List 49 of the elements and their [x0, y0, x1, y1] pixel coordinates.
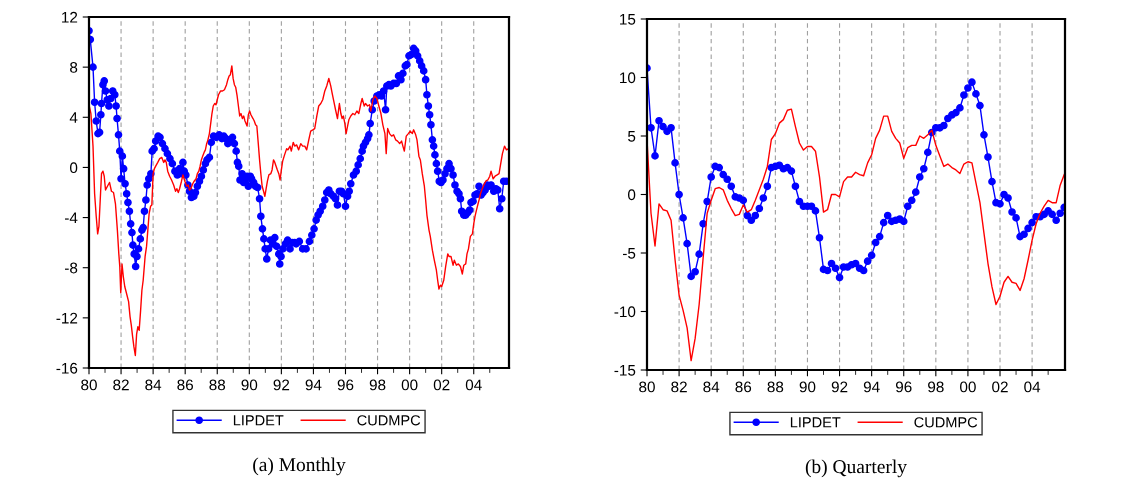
x-tick-label: 88 — [767, 381, 784, 393]
x-tick-label: 02 — [992, 381, 1008, 393]
x-tick-label: 98 — [369, 379, 386, 391]
x-tick-label: 82 — [113, 379, 129, 391]
x-tick-label: 00 — [960, 381, 976, 393]
y-tick-label: 5 — [628, 131, 636, 142]
y-tick-label: -15 — [614, 365, 636, 376]
x-tick-label: 88 — [209, 379, 226, 391]
x-tick-label: 04 — [1024, 381, 1041, 393]
x-tick-label: 04 — [465, 379, 482, 391]
x-tick-label: 98 — [928, 381, 944, 393]
legend-label: CUDMPC — [357, 415, 421, 426]
line-series — [89, 65, 509, 357]
x-tick-label: 86 — [177, 379, 194, 391]
y-tick-label: -5 — [622, 248, 636, 259]
x-tick-label: 86 — [735, 381, 752, 393]
legend-label: LIPDET — [790, 417, 841, 428]
y-tick-label: 10 — [620, 72, 636, 84]
x-tick-label: 90 — [241, 379, 258, 391]
y-tick-label: 0 — [69, 162, 78, 174]
y-tick-label: -12 — [56, 312, 78, 324]
line-series — [647, 108, 1065, 362]
x-tick-label: 80 — [639, 381, 655, 393]
x-tick-label: 94 — [863, 381, 880, 393]
x-tick-label: 00 — [401, 379, 418, 391]
x-tick-label: 96 — [895, 381, 912, 393]
x-tick-label: 80 — [81, 379, 97, 391]
y-tick-label: -16 — [56, 362, 78, 374]
y-tick-label: 0 — [627, 189, 636, 201]
x-tick-label: 92 — [831, 381, 848, 393]
x-tick-label: 90 — [799, 381, 816, 393]
x-tick-label: 96 — [337, 379, 354, 391]
y-tick-label: 8 — [70, 62, 78, 73]
x-tick-label: 92 — [273, 379, 290, 391]
x-tick-label: 02 — [433, 379, 450, 391]
legend-label: LIPDET — [233, 415, 284, 426]
x-tick-label: 84 — [145, 379, 162, 391]
legend-label: CUDMPC — [914, 417, 978, 428]
y-tick-label: 4 — [69, 112, 78, 123]
y-tick-label: -4 — [64, 212, 78, 224]
x-tick-label: 82 — [671, 381, 687, 393]
y-tick-label: 15 — [620, 14, 636, 25]
x-tick-label: 84 — [703, 381, 720, 393]
text: (b) Quarterly — [805, 459, 907, 478]
y-tick-label: -10 — [614, 306, 636, 318]
text: (a) Monthly — [253, 457, 346, 476]
y-tick-label: -8 — [64, 262, 78, 274]
y-tick-label: 12 — [62, 11, 78, 23]
x-tick-label: 94 — [305, 379, 322, 391]
